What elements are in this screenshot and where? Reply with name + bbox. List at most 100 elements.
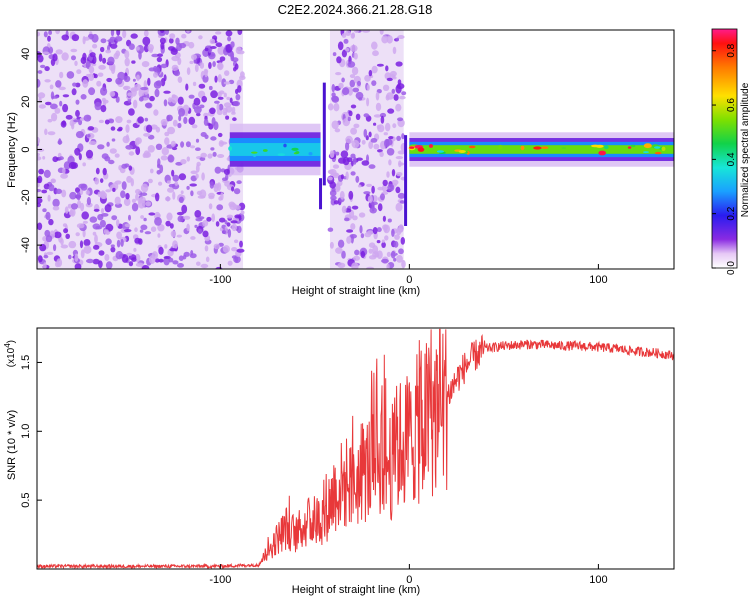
noise-blob — [50, 103, 58, 110]
noise-blob — [64, 206, 69, 214]
noise-blob — [388, 136, 394, 140]
noise-blob — [75, 131, 84, 139]
noise-blob — [134, 227, 138, 232]
noise-blob — [190, 236, 196, 240]
noise-blob — [146, 124, 153, 133]
noise-blob — [223, 81, 231, 85]
noise-blob — [122, 30, 127, 39]
noise-blob — [83, 114, 92, 122]
spectrogram-xtick-label: 100 — [589, 274, 607, 286]
noise-blob — [331, 84, 336, 93]
noise-blob — [350, 104, 357, 109]
noise-blob — [180, 159, 187, 165]
noise-blob — [154, 258, 160, 263]
noise-blob — [131, 257, 137, 262]
noise-blob — [82, 229, 86, 238]
noise-blob — [150, 168, 154, 174]
noise-blob — [44, 128, 48, 136]
noise-blob — [96, 80, 102, 87]
snr-chart: (x104) -100 0 100 0.5 1.0 1.5 Height of strai… — [3, 327, 675, 596]
band-hotspot — [498, 144, 503, 150]
noise-blob — [127, 92, 133, 97]
noise-blob — [68, 240, 77, 249]
noise-blob — [385, 122, 391, 132]
noise-blob — [198, 83, 206, 89]
noise-blob — [210, 136, 217, 141]
noise-blob — [186, 67, 191, 75]
noise-blob — [125, 192, 130, 200]
noise-blob — [148, 212, 156, 216]
spectrogram-ytick-label: 20 — [20, 96, 32, 108]
noise-blob — [86, 197, 91, 206]
noise-blob — [82, 162, 86, 167]
noise-blob — [401, 133, 405, 140]
noise-blob — [342, 156, 350, 166]
noise-blob — [205, 256, 210, 263]
noise-blob — [198, 216, 205, 220]
noise-blob — [167, 187, 174, 193]
noise-blob — [196, 112, 201, 117]
noise-blob — [69, 191, 77, 200]
noise-blob — [368, 255, 377, 260]
band-hotspot — [533, 146, 542, 150]
noise-blob — [390, 250, 396, 259]
noise-blob — [98, 53, 103, 62]
noise-blob — [358, 212, 366, 218]
noise-blob — [201, 95, 207, 103]
noise-blob — [339, 190, 345, 200]
noise-blob — [232, 117, 237, 122]
spectrogram-chart: -100 0 100 -40 -20 0 20 40 Height of straight l… — [6, 28, 750, 297]
noise-blob — [38, 104, 47, 109]
noise-blob — [351, 205, 359, 210]
colorbar-label: Normalized spectral amplitude — [740, 82, 750, 217]
spectrogram-ylabel: Frequency (Hz) — [6, 112, 18, 188]
noise-blob — [176, 211, 184, 216]
noise-blob — [75, 187, 80, 194]
noise-blob — [61, 189, 67, 198]
noise-blob — [230, 220, 238, 224]
noise-blob — [329, 189, 337, 197]
noise-blob — [392, 46, 397, 55]
noise-blob — [208, 203, 213, 210]
noise-blob — [115, 77, 123, 85]
noise-blob — [331, 92, 336, 97]
noise-blob — [133, 247, 137, 252]
noise-blob — [178, 115, 182, 122]
noise-blob — [218, 103, 224, 111]
snr-multiplier: (x104) — [3, 340, 17, 367]
noise-blob — [226, 214, 234, 219]
noise-blob — [236, 248, 245, 253]
noise-blob — [361, 139, 366, 145]
noise-blob — [355, 91, 364, 100]
noise-blob — [61, 52, 69, 61]
noise-blob — [100, 213, 109, 217]
noise-blob — [65, 114, 73, 120]
noise-blob — [396, 83, 405, 90]
noise-blob — [70, 48, 78, 53]
noise-blob — [172, 119, 178, 127]
noise-blob — [362, 30, 370, 33]
noise-blob — [359, 225, 363, 234]
noise-blob — [203, 118, 209, 127]
noise-blob — [88, 73, 95, 81]
noise-blob — [374, 253, 380, 258]
noise-blob — [135, 193, 139, 201]
noise-blob — [231, 186, 235, 192]
noise-blob — [394, 234, 400, 240]
noise-blob — [219, 141, 228, 145]
noise-blob — [347, 86, 353, 96]
noise-blob — [124, 223, 131, 228]
band-hotspot — [277, 153, 286, 157]
noise-blob — [382, 84, 390, 92]
noise-blob — [350, 33, 355, 39]
noise-blob — [104, 204, 112, 213]
noise-blob — [88, 65, 95, 74]
noise-blob — [234, 239, 239, 244]
noise-blob — [197, 228, 203, 235]
noise-blob — [144, 117, 149, 122]
noise-blob — [386, 92, 394, 100]
noise-blob — [94, 234, 98, 244]
noise-blob — [109, 91, 116, 97]
noise-blob — [140, 215, 145, 219]
noise-blob — [54, 231, 62, 239]
